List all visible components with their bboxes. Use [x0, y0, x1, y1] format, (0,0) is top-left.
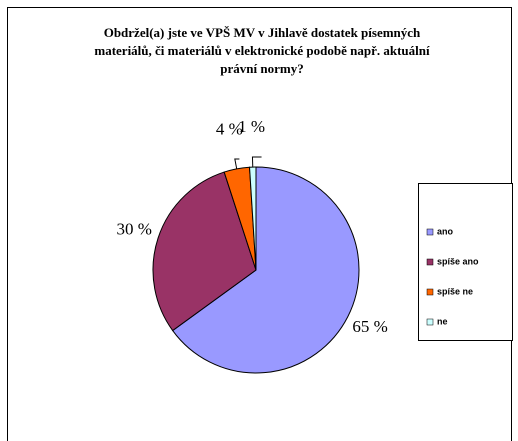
legend-swatch [426, 288, 434, 296]
leader-line [234, 158, 240, 169]
legend-label: spíše ano [437, 256, 479, 266]
value-label: 30 % [117, 219, 152, 238]
chart-title: právní normy? [220, 61, 303, 76]
legend-box [418, 183, 513, 341]
value-label: 4 % [216, 119, 243, 138]
legend-label: ano [437, 226, 454, 236]
legend-label: ne [437, 316, 448, 326]
legend-swatch [426, 258, 434, 266]
value-label: 1 % [238, 117, 265, 136]
leader-line [251, 156, 262, 168]
pie-slice [152, 171, 257, 332]
chart-title: Obdržel(a) jste ve VPŠ MV v Jihlavě dost… [104, 25, 421, 40]
legend-swatch [426, 318, 434, 326]
value-label: 65 % [352, 317, 387, 336]
pie-slice [171, 166, 360, 374]
legend-label: spíše ne [437, 286, 473, 296]
chart-title: materiálů, či materiálů v elektronické p… [94, 43, 430, 58]
legend-swatch [426, 228, 434, 236]
